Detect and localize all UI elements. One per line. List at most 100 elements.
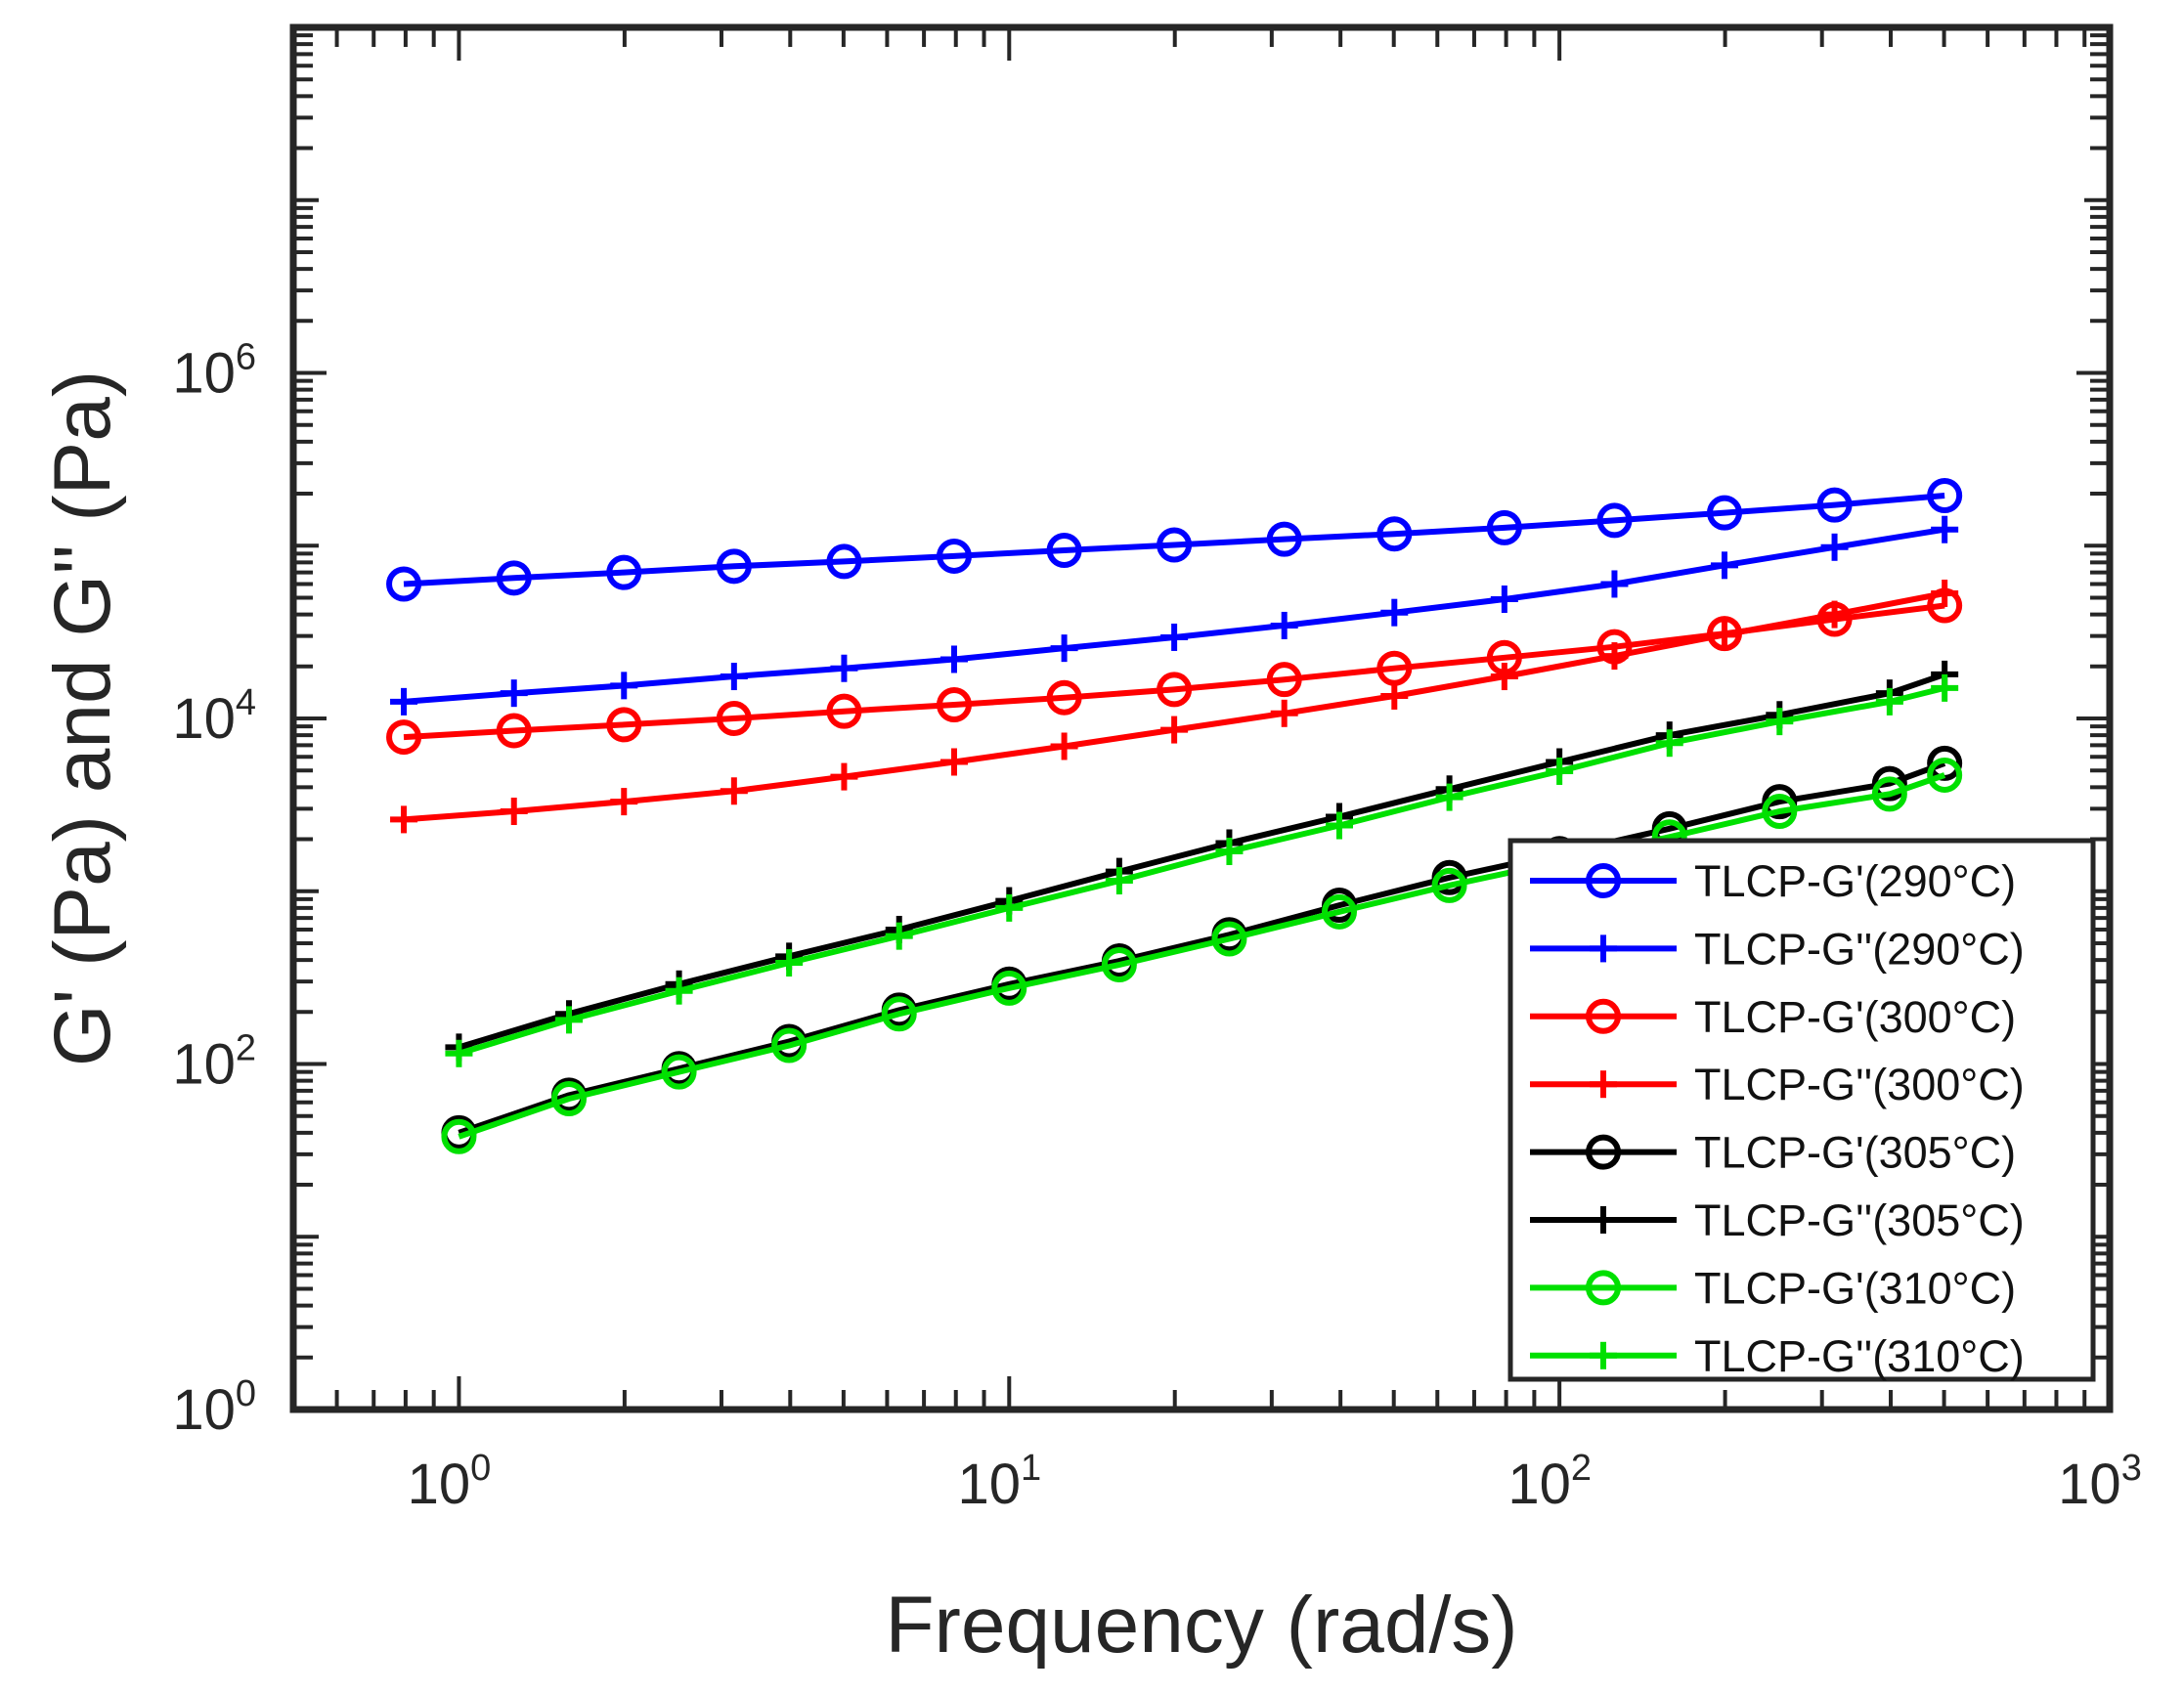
data-point-circle (991, 970, 1027, 1006)
data-point-circle (1586, 998, 1621, 1034)
data-point-plus (390, 687, 418, 716)
data-point-plus (1546, 757, 1574, 785)
data-point-plus (1160, 716, 1189, 744)
y-tick-label: 102 (172, 1028, 256, 1097)
y-tick-label-base: 10 (172, 1033, 236, 1097)
data-point-plus (1590, 1341, 1617, 1369)
data-point-circle (1321, 893, 1357, 930)
data-point-circle (826, 543, 862, 580)
y-axis-title: G' (Pa) and G'' (Pa) (38, 370, 127, 1066)
data-point-circle (716, 548, 752, 585)
data-point-circle (716, 701, 752, 736)
data-point-plus (1931, 579, 1959, 607)
data-point-circle (1706, 495, 1742, 531)
series-7 (441, 757, 1963, 1154)
x-tick-label: 102 (1507, 1448, 1592, 1516)
y-tick-label-base: 10 (172, 687, 236, 751)
y-tick-label-exponent: 6 (236, 337, 256, 378)
data-point-plus (720, 663, 748, 691)
data-point-circle (1586, 863, 1621, 898)
x-tick-label-exponent: 2 (1571, 1448, 1592, 1489)
data-point-plus (1590, 1070, 1617, 1099)
data-point-circle (771, 1027, 808, 1064)
data-point-circle (1762, 794, 1798, 830)
data-point-plus (1490, 586, 1518, 614)
series-line (458, 760, 1946, 1136)
series-line (458, 772, 1946, 1140)
legend-item: TLCP-G'(305°C) (1530, 1128, 2016, 1178)
y-tick-label-base: 10 (172, 342, 236, 406)
y-tick-label: 100 (172, 1373, 256, 1442)
legend-item: TLCP-G''(290°C) (1530, 924, 2025, 974)
x-tick-label-base: 10 (2058, 1453, 2121, 1516)
data-point-plus (1710, 551, 1738, 580)
series-1 (386, 477, 1963, 602)
data-point-plus (720, 777, 748, 805)
legend-item: TLCP-G''(300°C) (1530, 1060, 2025, 1109)
data-point-circle (1431, 867, 1467, 903)
data-point-plus (1270, 611, 1298, 639)
legend-label: TLCP-G'(305°C) (1694, 1128, 2016, 1178)
data-point-circle (386, 719, 422, 756)
data-point-plus (1931, 673, 1959, 702)
data-point-circle (1046, 679, 1082, 716)
legend-label: TLCP-G''(290°C) (1694, 924, 2025, 974)
series-line (403, 493, 1945, 587)
legend: TLCP-G'(290°C) TLCP-G''(290°C) TLCP-G'(300… (1507, 838, 2096, 1382)
x-tick-label-base: 10 (1507, 1453, 1571, 1516)
legend-item: TLCP-G''(310°C) (1530, 1331, 2025, 1381)
data-point-circle (936, 538, 972, 574)
data-point-circle (1266, 521, 1302, 557)
data-point-circle (1871, 765, 1907, 802)
data-point-circle (1596, 502, 1633, 539)
legend-label: TLCP-G'(300°C) (1694, 992, 2016, 1042)
data-point-circle (1871, 776, 1907, 812)
data-point-plus (445, 1039, 473, 1067)
data-point-circle (1266, 662, 1302, 698)
series-4 (390, 579, 1959, 834)
data-point-plus (1600, 570, 1629, 598)
data-point-circle (1586, 1270, 1621, 1306)
data-point-plus (1050, 634, 1078, 663)
x-tick-label: 101 (957, 1448, 1041, 1516)
series-8 (445, 673, 1959, 1067)
data-point-plus (1105, 867, 1133, 895)
data-point-plus (1655, 729, 1683, 758)
legend-label: TLCP-G''(310°C) (1694, 1331, 2025, 1381)
x-tick-label-exponent: 1 (1021, 1448, 1041, 1489)
data-point-plus (1050, 732, 1078, 760)
data-point-plus (939, 748, 968, 776)
x-tick-label: 100 (408, 1448, 492, 1516)
data-point-plus (390, 805, 418, 834)
data-point-plus (1160, 623, 1189, 651)
data-point-plus (995, 893, 1024, 922)
legend-item: TLCP-G'(290°C) (1530, 856, 2016, 906)
data-point-plus (1820, 533, 1849, 561)
y-tick-label: 106 (172, 337, 256, 406)
data-point-circle (1376, 516, 1413, 552)
data-point-plus (1490, 663, 1518, 691)
data-point-circle (441, 1118, 477, 1154)
data-point-plus (775, 949, 804, 977)
data-point-circle (661, 1054, 697, 1090)
legend-items: TLCP-G'(290°C) TLCP-G''(290°C) TLCP-G'(300… (1530, 856, 2025, 1381)
y-tick-label: 104 (172, 682, 256, 751)
series-line (403, 602, 1945, 741)
data-point-plus (1875, 687, 1903, 716)
data-point-circle (1927, 477, 1963, 513)
data-point-circle (1586, 1134, 1621, 1170)
data-point-circle (496, 713, 532, 749)
data-point-plus (1590, 934, 1617, 963)
x-axis-title: Frequency (rad/s) (885, 1581, 1517, 1670)
data-point-circle (1101, 947, 1137, 983)
data-point-plus (830, 762, 858, 791)
data-point-plus (610, 672, 638, 700)
data-point-plus (1270, 699, 1298, 727)
x-tick-label-exponent: 3 (2121, 1448, 2142, 1489)
data-point-circle (1211, 921, 1247, 957)
data-point-plus (1380, 598, 1409, 627)
data-point-plus (1215, 838, 1244, 866)
series-2 (390, 515, 1959, 716)
data-point-plus (1435, 783, 1463, 811)
